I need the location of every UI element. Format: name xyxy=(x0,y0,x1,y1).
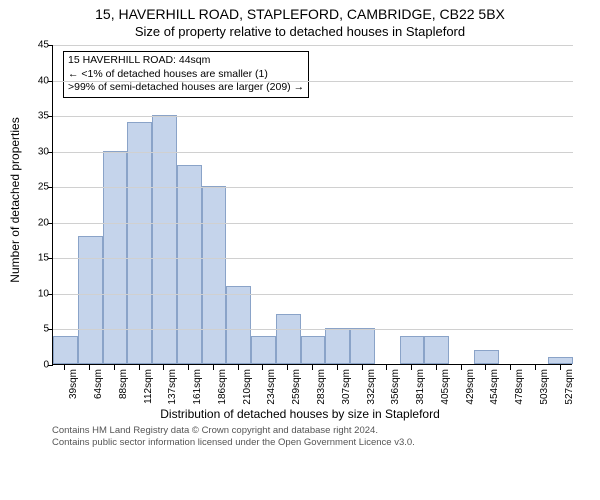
x-tick-label: 161sqm xyxy=(192,369,203,429)
x-tick-label: 332sqm xyxy=(366,369,377,429)
bar xyxy=(53,336,78,364)
x-tick-label: 527sqm xyxy=(564,369,575,429)
bar xyxy=(325,328,350,364)
x-tick-label: 405sqm xyxy=(440,369,451,429)
x-tick-mark xyxy=(386,365,387,370)
bar xyxy=(474,350,499,364)
y-tick-label: 5 xyxy=(27,324,49,335)
y-tick-label: 15 xyxy=(27,253,49,264)
x-tick-label: 88sqm xyxy=(118,369,129,429)
y-tick-label: 20 xyxy=(27,217,49,228)
y-tick-label: 40 xyxy=(27,75,49,86)
x-tick-label: 39sqm xyxy=(68,369,79,429)
x-tick-label: 112sqm xyxy=(143,369,154,429)
title-line-2: Size of property relative to detached ho… xyxy=(0,24,600,39)
y-tick-label: 25 xyxy=(27,182,49,193)
x-tick-label: 186sqm xyxy=(217,369,228,429)
title-line-1: 15, HAVERHILL ROAD, STAPLEFORD, CAMBRIDG… xyxy=(0,6,600,22)
x-tick-mark xyxy=(287,365,288,370)
grid-line xyxy=(53,294,573,295)
title-block: 15, HAVERHILL ROAD, STAPLEFORD, CAMBRIDG… xyxy=(0,0,600,39)
grid-line xyxy=(53,223,573,224)
y-tick-label: 10 xyxy=(27,288,49,299)
x-tick-mark xyxy=(436,365,437,370)
grid-line xyxy=(53,258,573,259)
x-tick-mark xyxy=(163,365,164,370)
grid-line xyxy=(53,152,573,153)
x-tick-label: 478sqm xyxy=(514,369,525,429)
y-tick-label: 35 xyxy=(27,111,49,122)
bar xyxy=(424,336,449,364)
x-tick-label: 356sqm xyxy=(390,369,401,429)
bar xyxy=(350,328,375,364)
x-tick-label: 307sqm xyxy=(341,369,352,429)
bar xyxy=(301,336,326,364)
x-tick-label: 503sqm xyxy=(539,369,550,429)
x-tick-mark xyxy=(461,365,462,370)
bar xyxy=(251,336,276,364)
bar xyxy=(202,186,227,364)
x-tick-mark xyxy=(411,365,412,370)
bar xyxy=(400,336,425,364)
x-tick-mark xyxy=(337,365,338,370)
bar xyxy=(103,151,128,364)
bar xyxy=(548,357,573,364)
x-tick-mark xyxy=(262,365,263,370)
x-tick-label: 64sqm xyxy=(93,369,104,429)
x-tick-label: 429sqm xyxy=(465,369,476,429)
x-tick-mark xyxy=(188,365,189,370)
x-tick-label: 210sqm xyxy=(242,369,253,429)
x-tick-mark xyxy=(64,365,65,370)
y-axis-title: Number of detached properties xyxy=(8,117,22,282)
bar xyxy=(127,122,152,364)
x-tick-mark xyxy=(485,365,486,370)
grid-line xyxy=(53,81,573,82)
x-tick-mark xyxy=(213,365,214,370)
x-tick-label: 454sqm xyxy=(489,369,500,429)
grid-line xyxy=(53,116,573,117)
grid-line xyxy=(53,45,573,46)
y-tick-label: 45 xyxy=(27,40,49,51)
x-tick-mark xyxy=(89,365,90,370)
x-tick-mark xyxy=(114,365,115,370)
grid-line xyxy=(53,329,573,330)
x-tick-mark xyxy=(560,365,561,370)
footer-line-2: Contains public sector information licen… xyxy=(52,437,600,449)
grid-line xyxy=(53,187,573,188)
x-tick-mark xyxy=(535,365,536,370)
x-tick-label: 234sqm xyxy=(266,369,277,429)
y-tick-label: 30 xyxy=(27,146,49,157)
bar xyxy=(177,165,202,364)
annotation-box: 15 HAVERHILL ROAD: 44sqm ← <1% of detach… xyxy=(63,51,309,98)
x-tick-mark xyxy=(238,365,239,370)
bar xyxy=(78,236,103,364)
annotation-line-3: >99% of semi-detached houses are larger … xyxy=(68,81,304,95)
annotation-line-1: 15 HAVERHILL ROAD: 44sqm xyxy=(68,54,304,68)
x-tick-label: 381sqm xyxy=(415,369,426,429)
x-tick-label: 137sqm xyxy=(167,369,178,429)
x-tick-mark xyxy=(139,365,140,370)
bar xyxy=(276,314,301,364)
x-tick-label: 259sqm xyxy=(291,369,302,429)
x-tick-label: 283sqm xyxy=(316,369,327,429)
x-tick-mark xyxy=(312,365,313,370)
x-tick-mark xyxy=(362,365,363,370)
annotation-line-2: ← <1% of detached houses are smaller (1) xyxy=(68,68,304,82)
y-tick-label: 0 xyxy=(27,360,49,371)
bar xyxy=(226,286,251,364)
chart-wrap: 15 HAVERHILL ROAD: 44sqm ← <1% of detach… xyxy=(52,45,572,405)
x-tick-mark xyxy=(510,365,511,370)
plot-area: 15 HAVERHILL ROAD: 44sqm ← <1% of detach… xyxy=(52,45,572,365)
